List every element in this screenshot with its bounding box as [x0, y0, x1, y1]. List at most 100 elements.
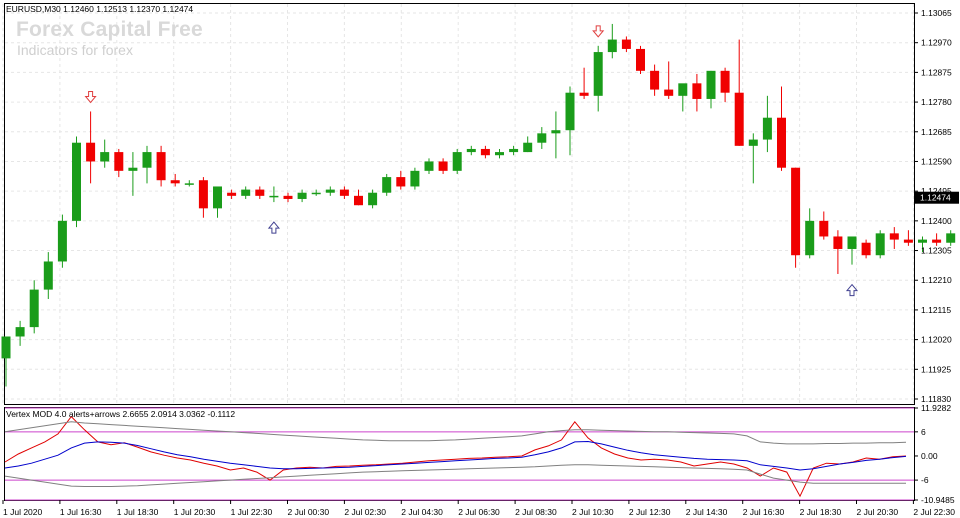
candle[interactable] — [86, 111, 96, 184]
candle-body — [15, 327, 25, 337]
candle[interactable] — [946, 230, 956, 246]
candle[interactable] — [903, 230, 913, 246]
candle[interactable] — [734, 39, 744, 146]
candle[interactable] — [706, 70, 716, 109]
candle[interactable] — [523, 136, 533, 153]
candle[interactable] — [678, 83, 688, 112]
candle-body — [833, 236, 843, 249]
candle[interactable] — [354, 189, 363, 206]
candle[interactable] — [269, 186, 279, 203]
candle[interactable] — [198, 177, 208, 218]
candle-body — [72, 142, 81, 221]
price-label: 1.12115 — [921, 305, 951, 315]
candle[interactable] — [114, 148, 124, 178]
candle[interactable] — [466, 145, 476, 156]
candle-body — [607, 39, 617, 53]
price-label: 1.12210 — [921, 275, 952, 285]
candle-body — [269, 195, 279, 198]
candle-body — [551, 130, 561, 134]
candle[interactable] — [537, 127, 547, 149]
candle[interactable] — [480, 145, 490, 159]
candle[interactable] — [621, 36, 631, 53]
candle-body — [805, 220, 815, 256]
price-label: 1.11830 — [921, 394, 951, 404]
candle-body — [537, 133, 547, 143]
candle[interactable] — [297, 189, 307, 203]
candle[interactable] — [650, 64, 660, 96]
candle[interactable] — [664, 61, 674, 99]
candle[interactable] — [396, 170, 406, 190]
candle[interactable] — [565, 86, 575, 156]
candle[interactable] — [607, 23, 617, 59]
candle-body — [283, 195, 293, 199]
candle[interactable] — [283, 192, 293, 203]
candle[interactable] — [720, 67, 730, 103]
time-label: 1 Jul 2020 — [3, 507, 42, 517]
candle[interactable] — [452, 148, 462, 174]
candle-body — [791, 167, 801, 256]
candle-body — [128, 167, 138, 171]
candle[interactable] — [636, 45, 645, 74]
candle[interactable] — [311, 189, 321, 196]
candle-body — [777, 117, 786, 168]
candle[interactable] — [819, 211, 829, 240]
candle[interactable] — [889, 227, 899, 249]
candle[interactable] — [861, 239, 871, 259]
time-label: 2 Jul 18:30 — [800, 507, 842, 517]
candle[interactable] — [156, 145, 166, 187]
candle[interactable] — [57, 214, 67, 268]
candle[interactable] — [100, 139, 110, 168]
candle[interactable] — [1, 336, 11, 387]
time-label: 1 Jul 16:30 — [60, 507, 102, 517]
candle[interactable] — [791, 167, 801, 268]
candle[interactable] — [382, 173, 392, 196]
candle[interactable] — [551, 111, 561, 159]
candle[interactable] — [777, 86, 786, 171]
candle-body — [734, 92, 744, 146]
indicator-header: Vertex MOD 4.0 alerts+arrows 2.6655 2.09… — [6, 409, 236, 419]
candle[interactable] — [438, 158, 448, 174]
candle[interactable] — [128, 152, 138, 196]
candle[interactable] — [142, 145, 152, 184]
candle-body — [903, 239, 913, 243]
candle[interactable] — [227, 189, 237, 199]
candle-body — [198, 180, 208, 209]
candle[interactable] — [43, 252, 53, 299]
candle[interactable] — [833, 230, 843, 274]
candle[interactable] — [325, 186, 335, 196]
candle[interactable] — [692, 73, 702, 112]
candle[interactable] — [170, 173, 180, 187]
candle[interactable] — [424, 158, 434, 174]
candle[interactable] — [875, 230, 885, 259]
candle[interactable] — [932, 233, 942, 246]
candle[interactable] — [255, 186, 265, 199]
candle[interactable] — [495, 148, 504, 159]
candle[interactable] — [368, 189, 378, 209]
candle[interactable] — [579, 67, 589, 99]
candle[interactable] — [918, 236, 927, 253]
candle[interactable] — [410, 167, 420, 190]
candle[interactable] — [213, 186, 222, 218]
candle[interactable] — [847, 236, 857, 265]
indicator-scale-label: 11.9282 — [921, 403, 951, 413]
candle-body — [875, 233, 885, 256]
candle[interactable] — [593, 45, 603, 112]
candle[interactable] — [762, 95, 772, 153]
time-label: 2 Jul 22:30 — [913, 507, 955, 517]
candle[interactable] — [29, 280, 39, 334]
candle[interactable] — [72, 136, 81, 228]
time-label: 2 Jul 12:30 — [629, 507, 671, 517]
candle[interactable] — [15, 320, 25, 346]
main-chart-frame — [4, 3, 915, 405]
candle-body — [1, 336, 11, 359]
candle[interactable] — [184, 180, 194, 187]
candle[interactable] — [805, 208, 815, 259]
candle[interactable] — [339, 186, 349, 199]
candle[interactable] — [241, 186, 251, 199]
time-label: 2 Jul 00:30 — [288, 507, 330, 517]
candle[interactable] — [748, 133, 758, 184]
candle-body — [213, 186, 222, 209]
candle[interactable] — [509, 145, 519, 156]
candle-body — [720, 70, 730, 93]
